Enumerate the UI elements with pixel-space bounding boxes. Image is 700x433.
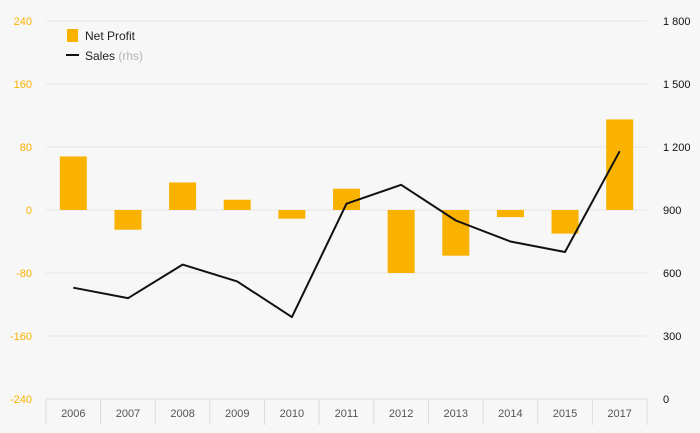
legend-swatch-net-profit (67, 29, 78, 42)
bar-net-profit (59, 156, 87, 210)
x-tick-label: 2012 (389, 408, 413, 420)
bar-net-profit (551, 210, 579, 234)
bar-net-profit (169, 182, 197, 210)
bar-net-profit (496, 210, 524, 218)
y-right-tick-label: 0 (663, 394, 669, 406)
y-left-tick-label: 0 (26, 205, 32, 217)
x-tick-label: 2008 (170, 408, 194, 420)
bar-net-profit (387, 210, 415, 273)
y-left-tick-label: 80 (20, 142, 32, 154)
y-left-tick-label: -160 (10, 331, 32, 343)
bar-net-profit (223, 199, 251, 210)
x-tick-label: 2010 (280, 408, 304, 420)
legend-sales-name: Sales (85, 49, 115, 63)
x-tick-label: 2006 (61, 408, 85, 420)
x-tick-label: 2011 (335, 408, 359, 420)
bar-layer (59, 119, 634, 273)
axis-layer: 240 160 80 0 -80 -160 -240 1 800 1 500 1 200 900 60… (10, 16, 691, 425)
y-left-tick-label: -80 (16, 268, 32, 280)
bar-net-profit (278, 210, 306, 219)
y-right-tick-label: 1 200 (663, 142, 691, 154)
y-right-tick-label: 600 (663, 268, 681, 280)
x-tick-label: 2015 (553, 408, 577, 420)
x-tick-label: 2013 (444, 408, 468, 420)
y-left-tick-label: 160 (14, 79, 32, 91)
bar-net-profit (606, 119, 634, 210)
y-right-tick-label: 300 (663, 331, 681, 343)
bar-net-profit (442, 210, 470, 256)
y-right-tick-label: 900 (663, 205, 681, 217)
legend: Net Profit Sales (rhs) (66, 29, 143, 63)
legend-label-sales: Sales (rhs) (85, 49, 143, 63)
legend-label-net-profit: Net Profit (85, 29, 136, 43)
line-layer (73, 150, 621, 319)
x-tick-label: 2007 (116, 408, 140, 420)
x-tick-label: 2009 (225, 408, 249, 420)
bar-net-profit (114, 210, 142, 230)
x-tick-label: 2014 (498, 408, 522, 420)
y-right-tick-label: 1 800 (663, 16, 691, 28)
bar-net-profit (333, 188, 360, 210)
y-left-tick-label: 240 (14, 16, 32, 28)
y-left-tick-label: -240 (10, 394, 32, 406)
y-right-tick-label: 1 500 (663, 79, 691, 91)
x-tick-label: 2017 (607, 408, 631, 420)
legend-sales-suffix: (rhs) (118, 49, 143, 63)
